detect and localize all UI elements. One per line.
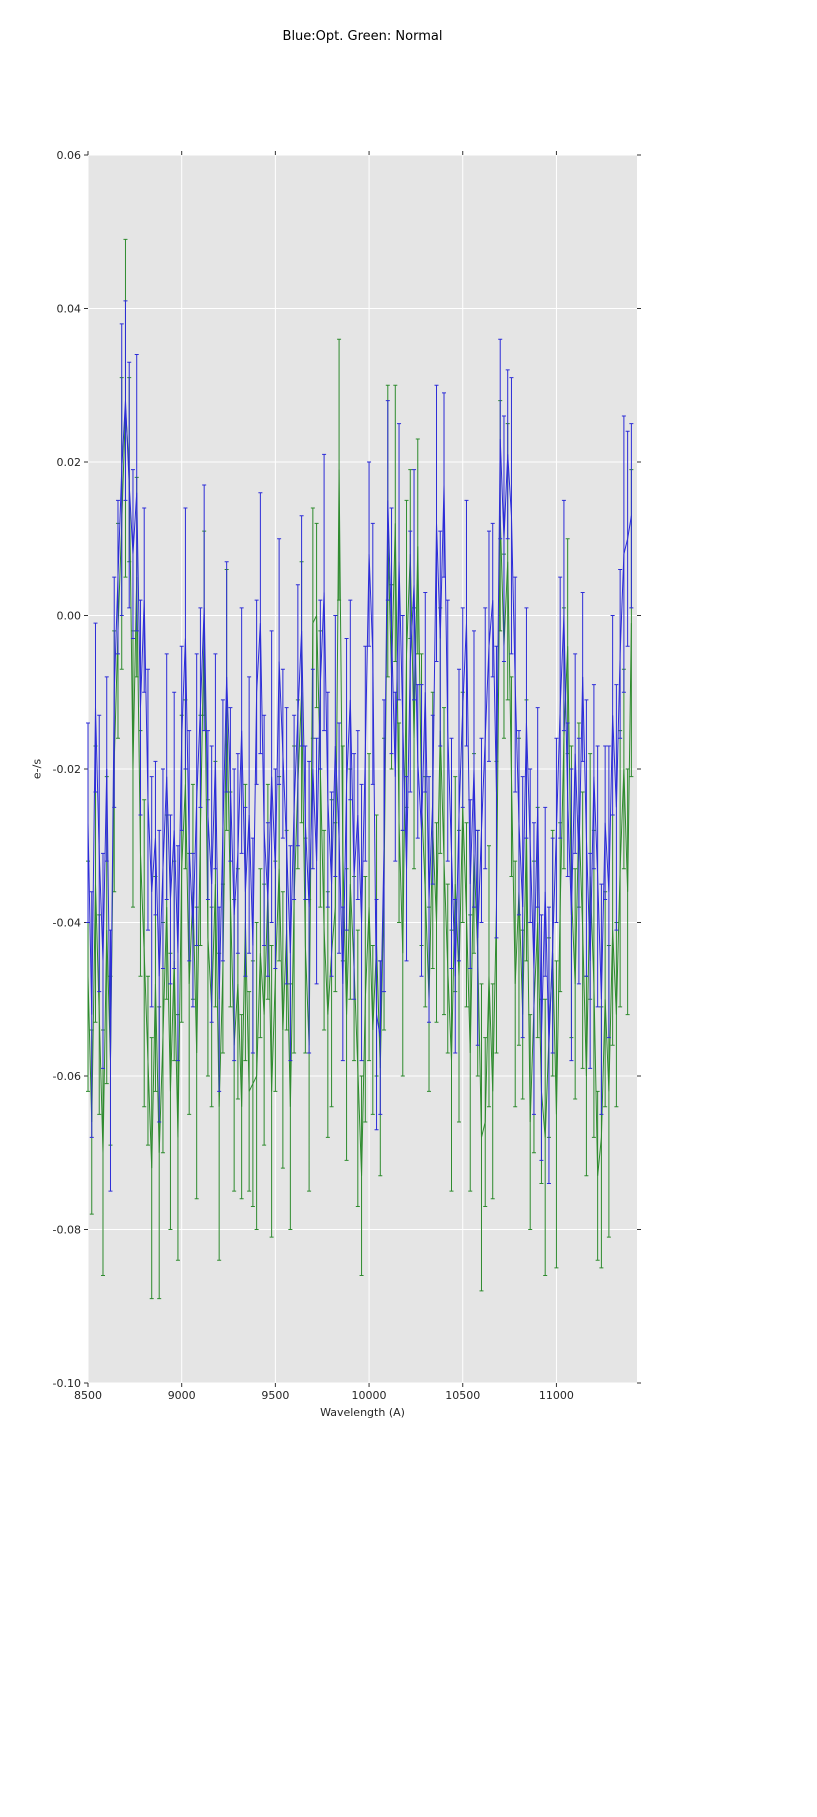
line-opt bbox=[87, 400, 632, 1061]
x-tick-labels: 8500 9000 9500 10000 10500 11000 bbox=[74, 1389, 574, 1402]
x-tick-label: 8500 bbox=[74, 1389, 102, 1402]
y-tick-label: 0.04 bbox=[57, 303, 82, 316]
y-tick-label: -0.10 bbox=[53, 1377, 81, 1390]
series-normal bbox=[86, 238, 634, 1300]
y-tick-label: 0.02 bbox=[57, 456, 82, 469]
chart-title: Blue:Opt. Green: Normal bbox=[282, 29, 443, 44]
y-tick-label: 0.00 bbox=[57, 610, 82, 623]
series-opt bbox=[86, 300, 634, 1192]
x-tick-label: 9500 bbox=[261, 1389, 289, 1402]
x-tick-label: 11000 bbox=[539, 1389, 574, 1402]
y-tick-label: -0.06 bbox=[53, 1070, 81, 1083]
y-tick-label: -0.02 bbox=[53, 763, 81, 776]
x-axis-label: Wavelength (A) bbox=[320, 1406, 405, 1419]
line-normal bbox=[87, 408, 632, 1176]
y-tick-labels: 0.06 0.04 0.02 0.00 -0.02 -0.04 -0.06 -0.08 -0.1… bbox=[53, 149, 81, 1390]
x-tick-label: 10000 bbox=[352, 1389, 387, 1402]
x-tick-label: 9000 bbox=[168, 1389, 196, 1402]
x-tick-label: 10500 bbox=[445, 1389, 480, 1402]
y-tick-label: 0.06 bbox=[57, 149, 82, 162]
y-tick-label: -0.04 bbox=[53, 917, 81, 930]
gridlines bbox=[87, 154, 637, 1384]
tick-marks bbox=[84, 151, 641, 1387]
y-tick-label: -0.08 bbox=[53, 1224, 81, 1237]
